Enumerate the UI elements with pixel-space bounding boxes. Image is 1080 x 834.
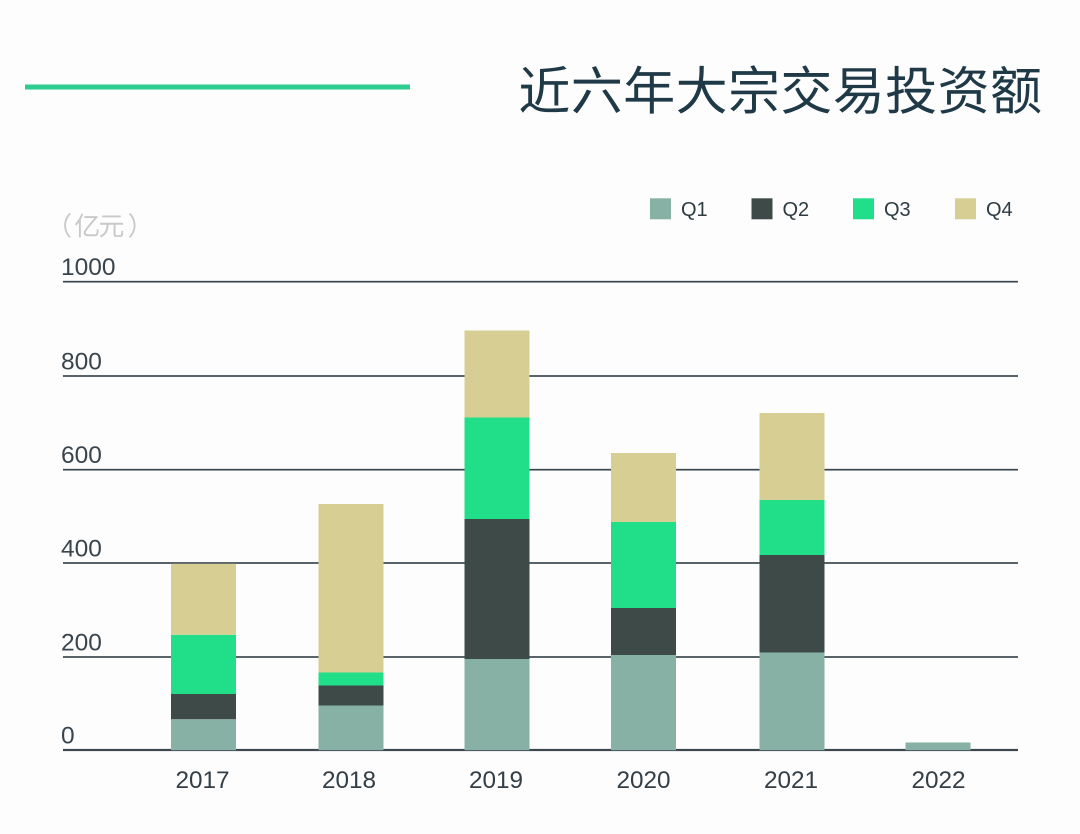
svg-text:Q2: Q2 [783, 199, 810, 221]
svg-text:Q3: Q3 [884, 199, 911, 221]
svg-text:600: 600 [61, 442, 102, 469]
svg-text:2020: 2020 [616, 767, 670, 794]
svg-text:400: 400 [61, 536, 102, 563]
svg-text:800: 800 [61, 349, 102, 376]
svg-text:0: 0 [61, 723, 75, 750]
svg-text:1000: 1000 [61, 254, 116, 281]
svg-text:Q4: Q4 [986, 199, 1013, 221]
svg-text:Q1: Q1 [681, 199, 708, 221]
svg-text:200: 200 [61, 630, 102, 657]
svg-text:2017: 2017 [175, 767, 229, 794]
svg-text:2022: 2022 [911, 767, 965, 794]
svg-text:2018: 2018 [322, 767, 376, 794]
svg-text:2021: 2021 [764, 767, 818, 794]
svg-text:2019: 2019 [469, 767, 523, 794]
